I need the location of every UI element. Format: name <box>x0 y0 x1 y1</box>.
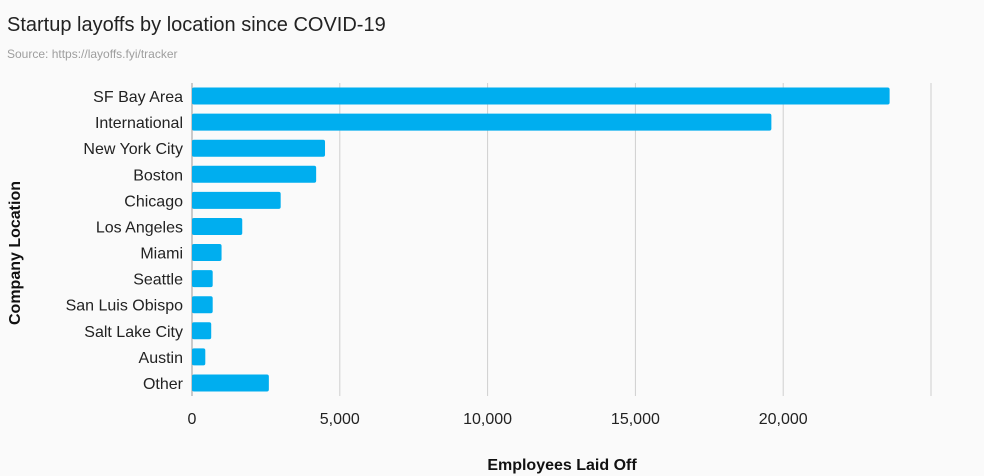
gridlines <box>191 83 932 396</box>
category-label: San Luis Obispo <box>66 298 184 315</box>
chart-source: Source: https://layoffs.fyi/tracker <box>7 47 178 61</box>
x-tick-label: 5,000 <box>320 411 360 428</box>
bar[interactable] <box>192 244 222 262</box>
category-labels: SF Bay Area International New York City Bos… <box>66 89 184 393</box>
bar[interactable] <box>192 374 269 392</box>
bar[interactable] <box>192 113 772 131</box>
category-label: Other <box>143 376 184 393</box>
x-tick-label: 20,000 <box>759 411 808 428</box>
category-label: New York City <box>83 141 183 158</box>
bar[interactable] <box>192 270 213 288</box>
x-tick-label: 0 <box>188 411 197 428</box>
category-label: Austin <box>139 350 183 367</box>
x-tick-labels: 0 5,000 10,000 15,000 20,000 <box>188 411 808 428</box>
category-label: SF Bay Area <box>93 89 183 106</box>
bar[interactable] <box>192 296 213 314</box>
category-label: Salt Lake City <box>84 324 183 341</box>
chart-title: Startup layoffs by location since COVID-… <box>7 14 386 36</box>
category-label: Chicago <box>124 193 183 210</box>
category-label: Seattle <box>133 272 183 289</box>
y-axis-title: Company Location <box>7 181 24 325</box>
x-tick-label: 15,000 <box>611 411 660 428</box>
category-label: International <box>95 115 183 132</box>
bar[interactable] <box>192 322 212 340</box>
x-tick-label: 10,000 <box>463 411 512 428</box>
category-label: Miami <box>140 246 183 263</box>
bars <box>192 87 890 392</box>
category-label: Los Angeles <box>96 219 183 236</box>
x-axis-title: Employees Laid Off <box>487 457 637 474</box>
bar[interactable] <box>192 191 281 209</box>
category-label: Boston <box>133 167 183 184</box>
bar[interactable] <box>192 217 243 235</box>
bar[interactable] <box>192 165 317 183</box>
bar[interactable] <box>192 139 326 157</box>
bar[interactable] <box>192 348 206 366</box>
bar[interactable] <box>192 87 890 105</box>
